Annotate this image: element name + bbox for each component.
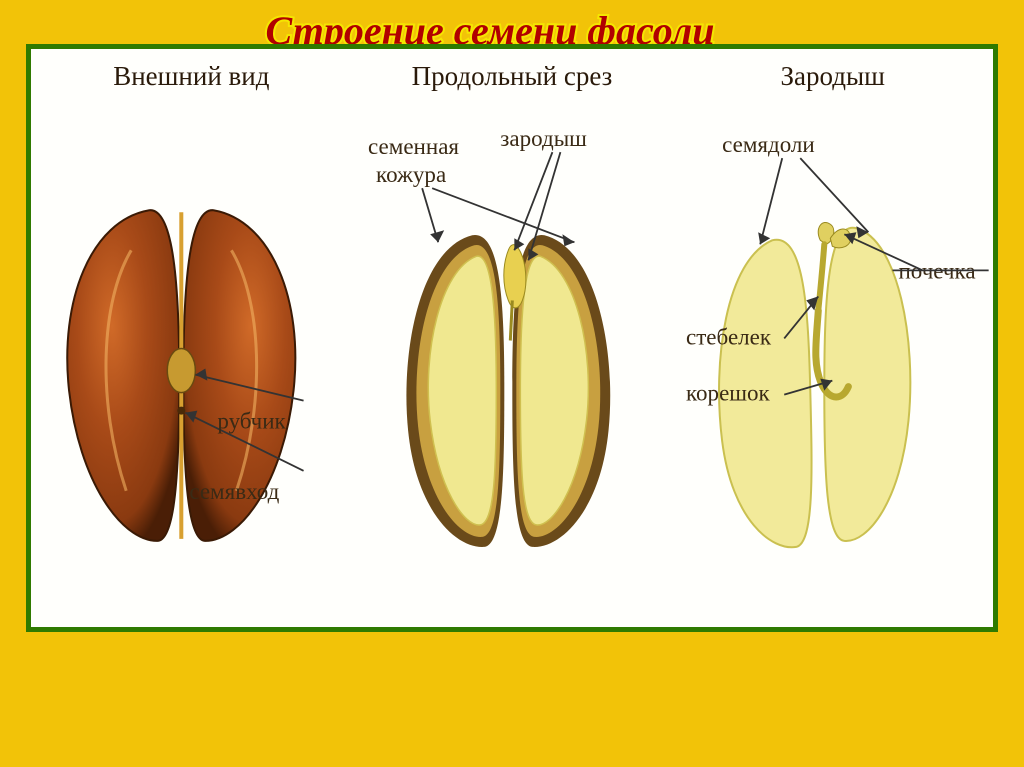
outer-frame: Строение семени фасоли (двудольное расте… <box>0 0 1024 767</box>
micropyle <box>177 407 185 415</box>
arrow-coat-r <box>432 188 574 242</box>
label-kozhura1: семенная <box>368 133 459 159</box>
label-stebelek: стебелек <box>686 324 772 350</box>
label-rubchik: рубчик <box>217 408 286 434</box>
label-semyavkhod: семявход <box>189 478 279 504</box>
arrow-coty-r <box>801 158 869 232</box>
col-section: Продольный срез <box>352 57 673 627</box>
col-embryo: Зародыш <box>672 57 993 627</box>
section-right <box>512 235 610 547</box>
hilum <box>167 349 195 393</box>
col2-svg-area: семенная кожура зародыш <box>352 100 673 627</box>
col1-svg-area: рубчик семявход <box>31 100 352 627</box>
label-semyadoli: семядоли <box>722 131 815 157</box>
diagram-frame: Внешний вид <box>26 44 998 632</box>
col1-title: Внешний вид <box>113 61 269 92</box>
label-zarodysh: зародыш <box>500 125 587 151</box>
col3-title: Зародыш <box>780 61 884 92</box>
section-svg: семенная кожура зародыш <box>352 100 673 621</box>
arrow-coty-l <box>761 158 783 244</box>
seed-left-half <box>67 210 179 541</box>
cotyledon-right <box>825 228 911 541</box>
columns: Внешний вид <box>31 49 993 627</box>
title-area: Строение семени фасоли (двудольное расте… <box>8 8 1016 40</box>
section-left <box>406 235 504 547</box>
external-seed-svg: рубчик семявход <box>31 100 352 621</box>
embryo-svg: семядоли почечка стебелек корешок <box>672 100 993 621</box>
label-koreshok: корешок <box>686 380 771 406</box>
col3-svg-area: семядоли почечка стебелек корешок <box>672 100 993 627</box>
label-kozhura2: кожура <box>376 161 446 187</box>
col-external: Внешний вид <box>31 57 352 627</box>
col2-title: Продольный срез <box>412 61 613 92</box>
